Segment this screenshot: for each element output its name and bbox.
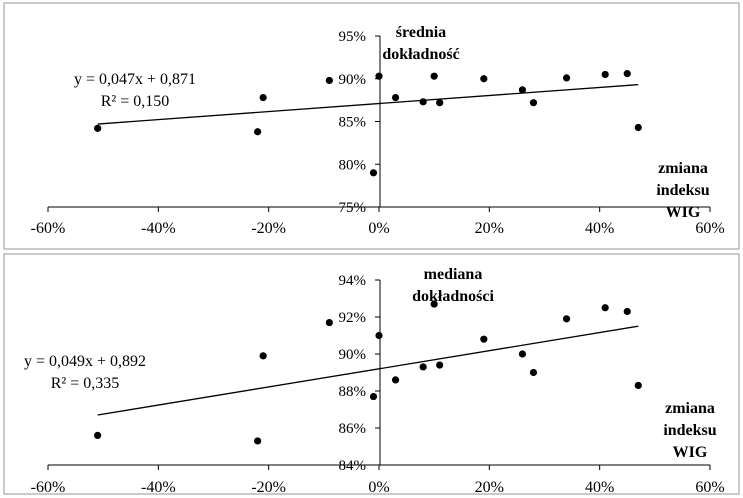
y-axis-title: średnia — [396, 24, 446, 41]
x-tick-label: 20% — [475, 220, 504, 237]
data-point — [529, 99, 538, 107]
data-point — [436, 99, 444, 107]
data-point — [430, 72, 438, 80]
data-point — [529, 368, 538, 377]
y-tick-label: 88% — [339, 384, 367, 400]
r-squared: R² = 0,335 — [51, 375, 120, 392]
chart-frame — [3, 253, 740, 495]
data-point — [419, 363, 427, 371]
x-tick-label: 40% — [585, 479, 614, 496]
x-tick-label: 20% — [475, 479, 504, 496]
y-axis-title: dokładności — [412, 288, 494, 305]
r-squared: R² = 0,150 — [101, 93, 170, 110]
data-point — [254, 437, 262, 445]
x-tick-label: -40% — [141, 220, 176, 237]
x-axis-title: zmiana — [665, 400, 715, 417]
data-point — [518, 86, 527, 94]
x-axis-title: zmiana — [658, 160, 708, 177]
x-tick-label: -60% — [31, 479, 66, 496]
data-point — [601, 304, 609, 312]
data-point — [259, 93, 267, 102]
data-point — [391, 93, 400, 102]
data-point — [94, 124, 102, 132]
x-tick-label: 60% — [695, 220, 724, 237]
data-point — [634, 381, 642, 390]
chart-srednia-dokladnosc: -60% -40% -20% 0% 20% 40% 60% 75% 80% 85% 90% 95% y … — [3, 2, 740, 250]
x-tick-label: -20% — [251, 220, 286, 237]
x-axis-title: WIG — [673, 444, 708, 461]
data-point — [480, 75, 488, 83]
data-point — [436, 361, 444, 369]
data-point — [562, 74, 571, 82]
data-point — [601, 70, 609, 79]
data-point — [623, 70, 631, 78]
y-tick-label: 84% — [339, 458, 367, 474]
x-axis-title: indeksu — [663, 422, 716, 439]
trend-equation: y = 0,049x + 0,892 — [24, 353, 146, 370]
x-tick-label: -20% — [251, 479, 286, 496]
x-tick-label: 60% — [695, 479, 724, 496]
y-axis-title: dokładność — [382, 46, 459, 63]
y-tick-label: 94% — [339, 273, 367, 289]
chart-frame — [3, 2, 740, 250]
y-tick-label: 90% — [339, 347, 367, 363]
data-point — [419, 98, 427, 106]
x-tick-label: -60% — [31, 220, 66, 237]
y-tick-label: 90% — [339, 72, 367, 88]
data-point — [375, 72, 383, 80]
x-tick-label: 40% — [585, 220, 614, 237]
y-tick-label: 95% — [339, 29, 367, 45]
data-point — [254, 128, 262, 136]
data-point — [325, 318, 333, 327]
trendline — [97, 84, 639, 125]
x-axis-title: WIG — [666, 204, 701, 221]
y-tick-label: 92% — [339, 310, 367, 326]
y-tick-label: 86% — [339, 421, 367, 437]
data-point — [369, 169, 378, 177]
x-axis-title: indeksu — [656, 182, 709, 199]
x-tick-label: 0% — [368, 479, 389, 496]
trend-equation: y = 0,047x + 0,871 — [74, 71, 196, 88]
y-tick-label: 80% — [339, 157, 367, 173]
data-point — [634, 123, 642, 132]
data-point — [480, 335, 488, 343]
y-axis-title: mediana — [424, 266, 483, 283]
y-tick-label: 85% — [339, 115, 367, 131]
data-point — [391, 376, 400, 384]
data-point — [562, 315, 571, 323]
y-tick-label: 75% — [339, 200, 367, 216]
x-tick-label: -40% — [141, 479, 176, 496]
chart-mediana-dokladnosci: -60% -40% -20% 0% 20% 40% 60% 84% 86% 88% 90% 92% 94… — [3, 253, 740, 496]
data-point — [623, 307, 631, 316]
data-point — [369, 392, 378, 401]
data-point — [94, 431, 102, 439]
trendline — [97, 325, 639, 416]
data-point — [325, 76, 333, 85]
data-point — [375, 331, 383, 340]
x-tick-label: 0% — [368, 220, 389, 237]
data-point — [518, 350, 527, 358]
data-point — [430, 300, 438, 308]
data-point — [259, 352, 267, 360]
